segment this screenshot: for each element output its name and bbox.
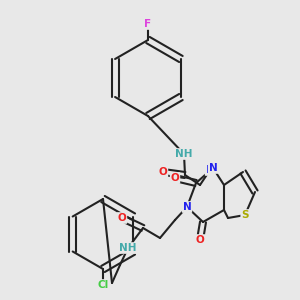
Text: Cl: Cl <box>98 280 109 290</box>
Text: NH: NH <box>175 149 193 159</box>
Text: O: O <box>159 167 167 177</box>
Text: O: O <box>196 235 204 245</box>
Text: S: S <box>241 210 249 220</box>
Text: O: O <box>171 173 179 183</box>
Text: F: F <box>144 19 152 29</box>
Text: N: N <box>206 165 214 175</box>
Text: N: N <box>183 202 191 212</box>
Text: O: O <box>118 213 126 223</box>
Text: N: N <box>208 163 217 173</box>
Text: NH: NH <box>119 243 137 253</box>
